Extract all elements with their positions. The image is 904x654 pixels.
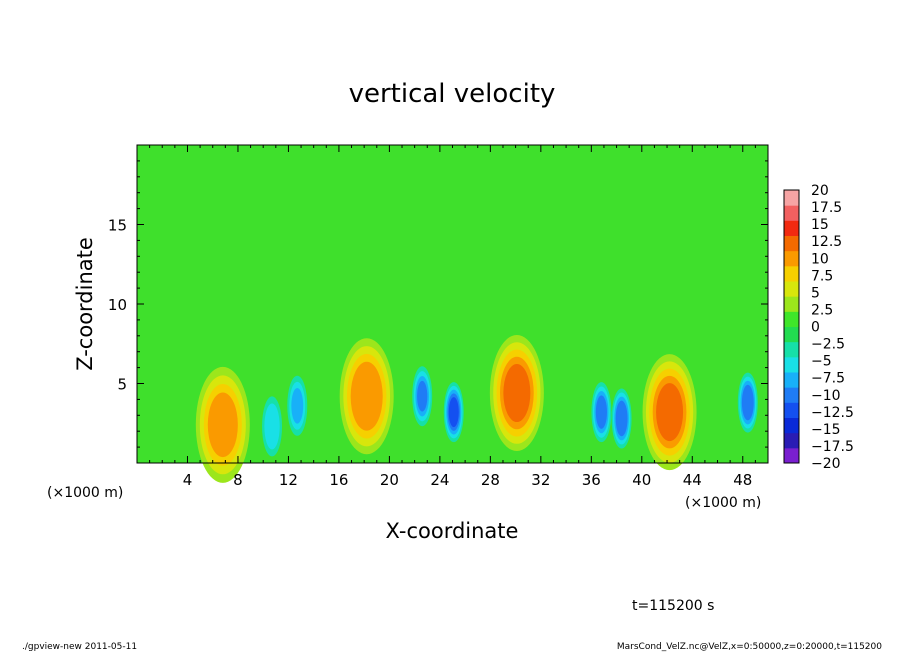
velocity-cell-10 [737, 372, 758, 433]
x-tick-label: 36 [582, 471, 601, 489]
contour-band [417, 380, 428, 412]
colorbar-label: −2.5 [811, 337, 845, 353]
contour-band [615, 400, 628, 437]
colorbar-swatch [784, 341, 799, 358]
colorbar-swatch [784, 432, 799, 449]
colorbar-swatch [784, 417, 799, 434]
contour-band [656, 383, 684, 442]
contour-band [291, 387, 304, 424]
colorbar-swatch [784, 356, 799, 373]
colorbar-label: 10 [811, 251, 829, 267]
velocity-cell-5 [443, 382, 464, 443]
colorbar-label: 7.5 [811, 268, 833, 284]
velocity-cell-0 [195, 366, 250, 483]
x-tick-label: 40 [632, 471, 651, 489]
contour-band [595, 395, 607, 429]
footer-left: ./gpview-new 2011-05-11 [22, 642, 138, 652]
colorbar-swatch [784, 311, 799, 327]
colorbar-swatch [784, 326, 799, 343]
x-tick-label: 4 [183, 471, 193, 489]
x-tick-label: 8 [233, 471, 243, 489]
colorbar-label: 17.5 [811, 200, 842, 216]
x-tick-label: 20 [380, 471, 399, 489]
colorbar-swatch [784, 372, 799, 388]
y-tick-label: 10 [108, 296, 127, 314]
colorbar-label: −20 [811, 456, 841, 472]
colorbar-label: 15 [811, 217, 829, 233]
contour-band [350, 361, 383, 431]
colorbar-label: 12.5 [811, 234, 842, 250]
x-tick-label: 32 [531, 471, 550, 489]
colorbar-swatch [784, 205, 799, 221]
colorbar-swatch [784, 235, 799, 252]
contour-band [207, 392, 238, 458]
chart-title: vertical velocity [349, 79, 556, 109]
x-tick-label: 16 [329, 471, 348, 489]
x-tick-label: 12 [279, 471, 298, 489]
time-annotation: t=115200 s [632, 598, 714, 614]
velocity-cell-8 [611, 388, 632, 449]
colorbar-label: −7.5 [811, 371, 845, 387]
contour-band [741, 384, 754, 421]
colorbar-swatch [784, 296, 799, 312]
x-tick-label: 28 [481, 471, 500, 489]
contour-band [448, 397, 459, 428]
colorbar-label: −15 [811, 422, 841, 438]
x-tick-label: 48 [733, 471, 752, 489]
x-tick-label: 44 [683, 471, 702, 489]
colorbar-label: −10 [811, 388, 841, 404]
x-unit-left: (×1000 m) [47, 485, 123, 501]
y-tick-label: 15 [108, 217, 127, 235]
footer-right: MarsCond_VelZ.nc@VelZ,x=0:50000,z=0:2000… [616, 642, 882, 652]
colorbar-label: −5 [811, 354, 832, 370]
colorbar-swatch [784, 281, 799, 297]
velocity-cell-1 [262, 396, 283, 457]
colorbar-swatch [784, 265, 799, 282]
colorbar-swatch [784, 250, 799, 267]
colorbar-swatch [784, 190, 799, 206]
velocity-cell-9 [642, 354, 697, 471]
velocity-cell-6 [489, 335, 544, 452]
x-axis-label: X-coordinate [386, 519, 519, 543]
colorbar-frame [783, 189, 800, 464]
velocity-cell-4 [412, 366, 433, 427]
colorbar-label: 5 [811, 285, 820, 301]
colorbar-label: 2.5 [811, 302, 833, 318]
x-tick-label: 24 [430, 471, 449, 489]
colorbar-label: −17.5 [811, 439, 854, 455]
colorbar-label: −12.5 [811, 405, 854, 421]
contour-band [264, 403, 280, 450]
velocity-cell-3 [339, 338, 394, 455]
y-axis-label: Z-coordinate [73, 237, 97, 371]
colorbar-swatch [784, 447, 799, 464]
contour-band [503, 364, 531, 423]
y-tick-label: 5 [117, 376, 127, 394]
x-unit-right: (×1000 m) [685, 495, 761, 511]
colorbar-label: 0 [811, 320, 820, 336]
velocity-cell-2 [287, 375, 308, 436]
colorbar-swatch [784, 387, 799, 403]
velocity-cell-7 [591, 382, 612, 443]
colorbar-label: 20 [811, 183, 829, 199]
colorbar-swatch [784, 402, 799, 418]
colorbar-swatch [784, 220, 799, 236]
